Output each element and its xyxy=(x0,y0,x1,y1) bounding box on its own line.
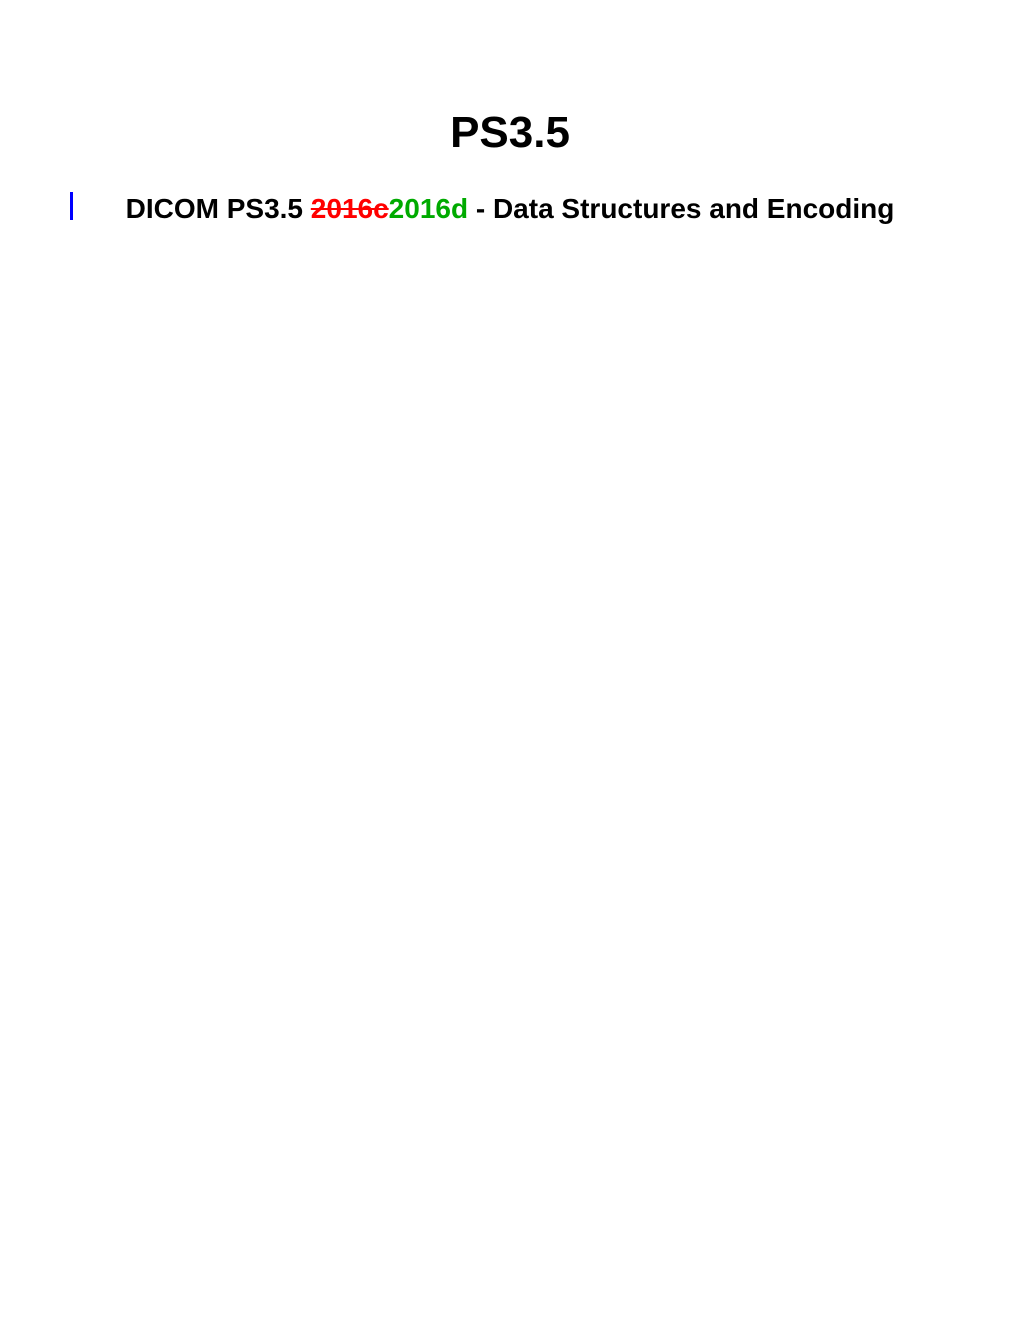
main-title: PS3.5 xyxy=(60,108,960,158)
subtitle-prefix: DICOM PS3.5 xyxy=(126,193,311,224)
subtitle-container: DICOM PS3.5 2016c2016d - Data Structures… xyxy=(60,190,960,228)
deleted-version: 2016c xyxy=(311,193,389,224)
subtitle-suffix: - Data Structures and Encoding xyxy=(468,193,894,224)
inserted-version: 2016d xyxy=(389,193,468,224)
document-page: PS3.5 DICOM PS3.5 2016c2016d - Data Stru… xyxy=(0,0,1020,228)
revision-change-bar xyxy=(70,192,73,220)
document-subtitle: DICOM PS3.5 2016c2016d - Data Structures… xyxy=(100,190,920,228)
